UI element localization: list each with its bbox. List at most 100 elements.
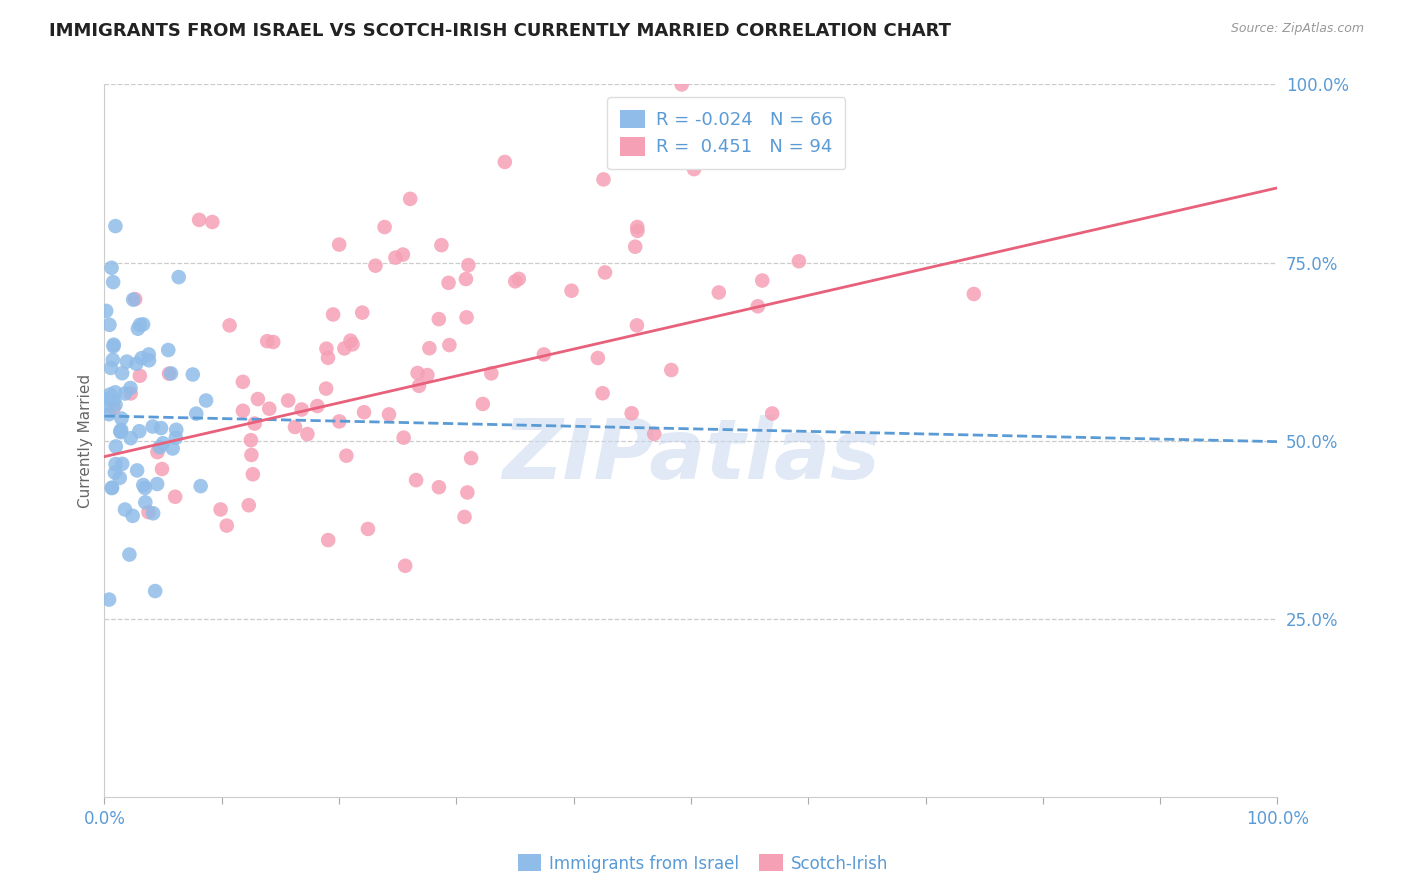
Point — [134, 481, 156, 495]
Point — [460, 451, 482, 466]
Point — [97, 407, 120, 421]
Point — [188, 212, 211, 227]
Text: IMMIGRANTS FROM ISRAEL VS SCOTCH-IRISH CURRENTLY MARRIED CORRELATION CHART: IMMIGRANTS FROM ISRAEL VS SCOTCH-IRISH C… — [49, 22, 952, 40]
Point — [384, 251, 406, 265]
Point — [453, 509, 475, 524]
Point — [160, 367, 183, 381]
Point — [111, 457, 134, 471]
Point — [751, 273, 773, 287]
Point — [150, 462, 173, 476]
Point — [494, 155, 516, 169]
Point — [787, 254, 810, 268]
Point — [125, 357, 148, 371]
Point — [315, 342, 337, 356]
Point — [121, 508, 143, 523]
Point — [165, 490, 187, 504]
Point — [333, 342, 356, 356]
Point — [408, 379, 430, 393]
Point — [963, 287, 986, 301]
Point — [262, 334, 284, 349]
Point — [157, 343, 180, 357]
Point — [143, 584, 166, 599]
Point — [456, 485, 478, 500]
Point — [146, 445, 169, 459]
Point — [142, 506, 165, 520]
Point — [707, 285, 730, 300]
Point — [128, 368, 150, 383]
Point — [761, 407, 783, 421]
Point — [98, 387, 121, 401]
Point — [209, 502, 232, 516]
Point — [353, 405, 375, 419]
Point — [240, 448, 263, 462]
Point — [328, 237, 350, 252]
Point — [103, 339, 125, 353]
Point — [115, 354, 138, 368]
Point — [560, 284, 582, 298]
Point — [101, 481, 124, 495]
Point — [242, 467, 264, 482]
Point — [94, 399, 117, 413]
Point — [232, 375, 254, 389]
Legend: R = -0.024   N = 66, R =  0.451   N = 94: R = -0.024 N = 66, R = 0.451 N = 94 — [607, 97, 845, 169]
Point — [427, 480, 450, 494]
Point — [284, 420, 307, 434]
Point — [456, 310, 478, 325]
Point — [111, 366, 134, 380]
Point — [162, 442, 184, 456]
Point — [114, 502, 136, 516]
Point — [533, 347, 555, 361]
Point — [394, 558, 416, 573]
Legend: Immigrants from Israel, Scotch-Irish: Immigrants from Israel, Scotch-Irish — [510, 847, 896, 880]
Point — [138, 347, 160, 361]
Point — [416, 368, 439, 382]
Point — [131, 351, 153, 365]
Point — [215, 518, 238, 533]
Point — [747, 299, 769, 313]
Point — [503, 274, 526, 288]
Point — [243, 417, 266, 431]
Point — [96, 304, 118, 318]
Point — [508, 272, 530, 286]
Point — [97, 392, 120, 406]
Point — [335, 449, 357, 463]
Point — [101, 275, 124, 289]
Point — [352, 305, 374, 319]
Point — [103, 337, 125, 351]
Point — [316, 533, 339, 547]
Point — [620, 406, 643, 420]
Point — [357, 522, 380, 536]
Point — [104, 385, 127, 400]
Point — [437, 276, 460, 290]
Point — [127, 322, 149, 336]
Point — [297, 427, 319, 442]
Point — [124, 292, 146, 306]
Point — [406, 366, 429, 380]
Point — [103, 401, 125, 415]
Point — [592, 386, 614, 401]
Point — [128, 424, 150, 438]
Point — [98, 592, 121, 607]
Y-axis label: Currently Married: Currently Married — [79, 374, 93, 508]
Point — [339, 334, 361, 348]
Point — [378, 408, 401, 422]
Point — [110, 411, 132, 425]
Point — [149, 440, 172, 454]
Point — [593, 265, 616, 279]
Point — [181, 368, 204, 382]
Point — [259, 401, 281, 416]
Point — [98, 318, 121, 332]
Point — [239, 434, 262, 448]
Point — [592, 172, 614, 186]
Point — [165, 431, 187, 445]
Point — [186, 407, 208, 421]
Point — [132, 478, 155, 492]
Point — [110, 424, 132, 438]
Point — [316, 351, 339, 365]
Point — [195, 393, 218, 408]
Point — [108, 471, 131, 485]
Text: Source: ZipAtlas.com: Source: ZipAtlas.com — [1230, 22, 1364, 36]
Point — [626, 318, 648, 333]
Point — [101, 352, 124, 367]
Point — [439, 338, 461, 352]
